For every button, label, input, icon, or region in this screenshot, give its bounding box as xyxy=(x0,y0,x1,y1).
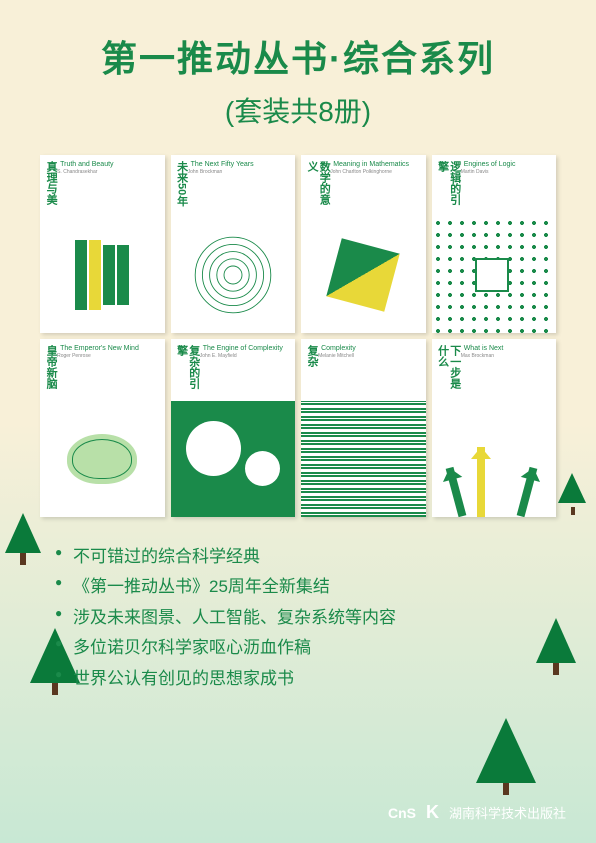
book-title-cn: 数学的意义 xyxy=(306,161,330,211)
book-author: S. Chandrasekhar xyxy=(57,169,113,175)
logo-cns: CnS xyxy=(388,805,416,821)
book-art-circuit xyxy=(432,217,557,333)
book-title-en: Meaning in Mathematics xyxy=(333,161,409,169)
tree-trunk xyxy=(503,783,509,795)
subtitle: (套装共8册) xyxy=(20,90,576,130)
book-title-en: Truth and Beauty xyxy=(60,161,113,169)
book-author: John E. Mayfield xyxy=(200,353,283,359)
book-title-en: What is Next xyxy=(464,345,504,353)
book-7: 复杂ComplexityMelanie Mitchell xyxy=(301,339,426,517)
book-art-brain xyxy=(40,401,165,517)
book-art-circles xyxy=(171,401,296,517)
book-title-cn: 复杂的引擎 xyxy=(176,345,200,395)
book-3: 数学的意义Meaning in MathematicsJohn Charlton… xyxy=(301,155,426,333)
logo-k: K xyxy=(426,802,439,823)
book-author: Martin Davis xyxy=(461,169,516,175)
main-title: 第一推动丛书·综合系列 xyxy=(20,30,576,82)
book-title-en: The Engine of Complexity xyxy=(203,345,283,353)
bullet-item: 世界公认有创见的思想家成书 xyxy=(55,664,541,695)
publisher-name: 湖南科学技术出版社 xyxy=(449,803,566,822)
book-title-cn: 复杂 xyxy=(306,345,318,395)
book-title-cn: 下一步是什么 xyxy=(437,345,461,395)
book-art-elm xyxy=(40,217,165,333)
book-title-cn: 真理与美 xyxy=(45,161,57,211)
book-author: John Charlton Polkinghorne xyxy=(330,169,409,175)
book-title-cn: 皇帝新脑 xyxy=(45,345,57,395)
book-4: 逻辑的引擎Engines of LogicMartin Davis xyxy=(432,155,557,333)
tree-icon xyxy=(476,718,536,783)
book-art-arrows xyxy=(432,401,557,517)
book-author: John Brockman xyxy=(188,169,254,175)
book-title-cn: 未来50年 xyxy=(176,161,188,211)
bullet-list: 不可错过的综合科学经典 《第一推动丛书》25周年全新集结 涉及未来图景、人工智能… xyxy=(0,527,596,710)
header: 第一推动丛书·综合系列 (套装共8册) xyxy=(0,0,596,140)
book-title-en: The Emperor's New Mind xyxy=(60,345,139,353)
book-author: Max Brockman xyxy=(461,353,504,359)
book-2: 未来50年The Next Fifty YearsJohn Brockman xyxy=(171,155,296,333)
book-author: Melanie Mitchell xyxy=(318,353,356,359)
book-8: 下一步是什么What is NextMax Brockman xyxy=(432,339,557,517)
footer: CnS K 湖南科学技术出版社 xyxy=(388,802,566,823)
book-author: Roger Penrose xyxy=(57,353,139,359)
bullet-item: 涉及未来图景、人工智能、复杂系统等内容 xyxy=(55,603,541,634)
book-title-en: Engines of Logic xyxy=(464,161,516,169)
book-title-en: Complexity xyxy=(321,345,356,353)
book-6: 复杂的引擎The Engine of ComplexityJohn E. May… xyxy=(171,339,296,517)
book-grid: 真理与美Truth and BeautyS. Chandrasekhar 未来5… xyxy=(0,140,596,527)
book-art-cube xyxy=(301,217,426,333)
book-5: 皇帝新脑The Emperor's New MindRoger Penrose xyxy=(40,339,165,517)
bullet-item: 多位诺贝尔科学家呕心沥血作稿 xyxy=(55,633,541,664)
bullet-item: 《第一推动丛书》25周年全新集结 xyxy=(55,572,541,603)
book-title-en: The Next Fifty Years xyxy=(191,161,254,169)
book-art-stripes xyxy=(301,401,426,517)
book-1: 真理与美Truth and BeautyS. Chandrasekhar xyxy=(40,155,165,333)
book-art-concentric xyxy=(171,217,296,333)
book-title-cn: 逻辑的引擎 xyxy=(437,161,461,211)
bullet-item: 不可错过的综合科学经典 xyxy=(55,542,541,573)
